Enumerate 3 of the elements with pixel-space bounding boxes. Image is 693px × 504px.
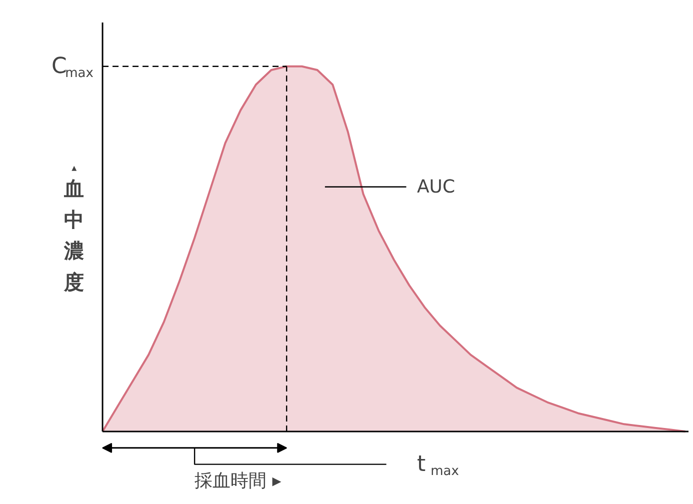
x-axis-title: 採血時間 ▸: [194, 470, 282, 492]
y-axis-title: ▴血中濃度: [63, 163, 84, 294]
annotation: AUC: [416, 176, 456, 198]
